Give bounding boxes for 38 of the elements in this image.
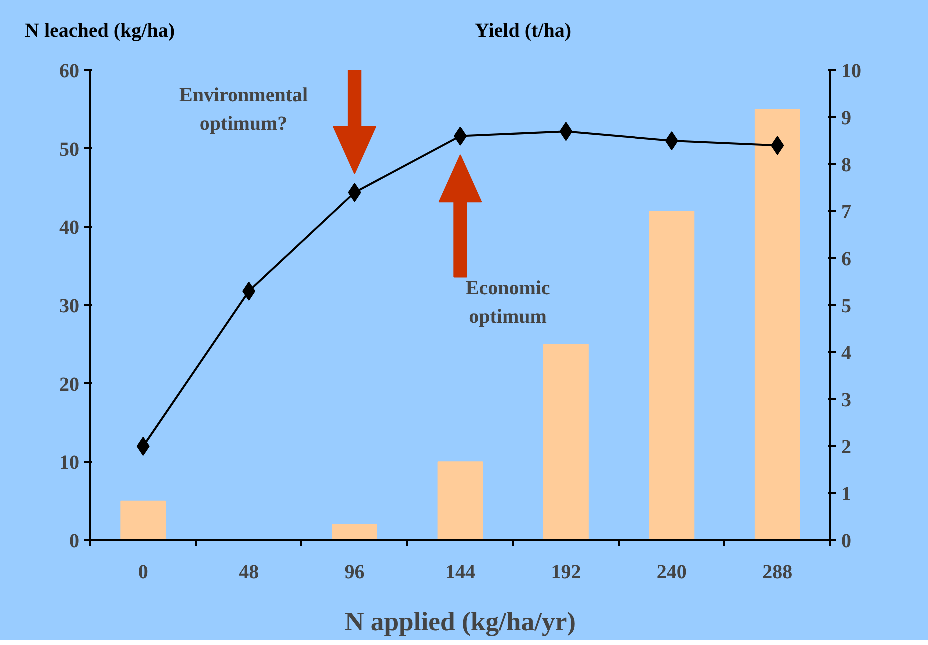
y2-axis-title: Yield (t/ha) bbox=[475, 19, 572, 44]
y-axis-title: N leached (kg/ha) bbox=[24, 19, 175, 44]
y2-tick-label: 6 bbox=[842, 248, 852, 270]
y2-tick-label: 2 bbox=[842, 436, 852, 458]
x-tick-label: 192 bbox=[551, 562, 582, 584]
x-tick-label: 240 bbox=[656, 562, 687, 584]
y2-tick-label: 5 bbox=[842, 296, 852, 318]
x-tick-label: 0 bbox=[138, 562, 148, 584]
point bbox=[136, 437, 150, 456]
y2-tick-label: 7 bbox=[842, 202, 852, 224]
bar bbox=[438, 462, 484, 540]
y2-tick-label: 1 bbox=[842, 484, 852, 506]
y2-tick-label: 9 bbox=[842, 108, 852, 130]
x-tick-label: 144 bbox=[446, 562, 476, 584]
y-tick-label: 10 bbox=[60, 452, 80, 474]
point bbox=[665, 132, 678, 150]
x-tick-label: 288 bbox=[762, 562, 793, 584]
annotation: Environmental optimum? bbox=[180, 84, 308, 136]
bar bbox=[120, 500, 166, 540]
x-axis-title: N applied (kg/ha/yr) bbox=[344, 606, 576, 636]
y-tick-label: 20 bbox=[60, 374, 80, 396]
x-tick-label: 48 bbox=[239, 562, 260, 584]
annotation: Economic optimum bbox=[466, 277, 550, 328]
y-tick-label: 30 bbox=[60, 296, 80, 318]
y2-tick-label: 8 bbox=[842, 154, 852, 176]
y-tick-label: 0 bbox=[70, 530, 80, 552]
y2-tick-label: 3 bbox=[842, 390, 852, 412]
x-tick-label: 96 bbox=[344, 562, 365, 584]
y2-tick-label: 4 bbox=[842, 342, 852, 364]
y-tick-label: 50 bbox=[60, 138, 80, 161]
y-tick-label: 40 bbox=[60, 217, 80, 240]
bar bbox=[332, 524, 378, 540]
bar bbox=[754, 109, 800, 540]
y2-tick-label: 0 bbox=[842, 530, 852, 552]
y-tick-label: 60 bbox=[60, 60, 80, 82]
bar bbox=[649, 211, 695, 540]
bar bbox=[544, 344, 589, 540]
y2-tick-label: 10 bbox=[842, 60, 862, 82]
